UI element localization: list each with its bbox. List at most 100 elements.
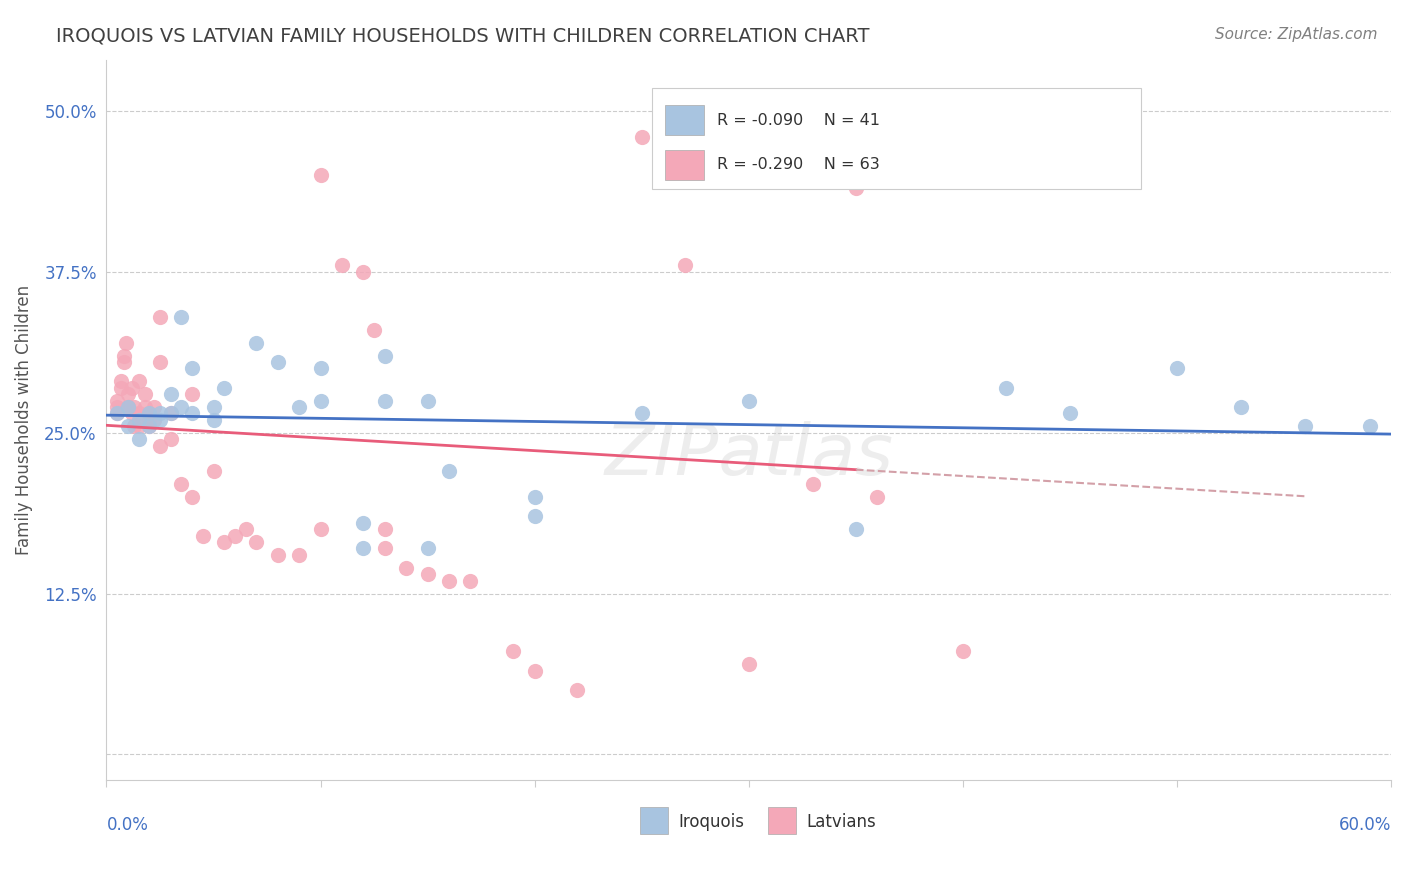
Point: [235, 522, 257, 536]
Point: [630, 129, 652, 144]
Point: [114, 335, 136, 350]
Point: [149, 406, 172, 420]
Point: [1294, 419, 1316, 434]
Point: [138, 419, 160, 434]
Point: [105, 393, 128, 408]
Point: [170, 477, 193, 491]
Point: [105, 406, 128, 420]
Point: [138, 419, 160, 434]
Point: [1230, 400, 1253, 414]
Point: [309, 522, 332, 536]
Point: [170, 400, 193, 414]
Point: [110, 374, 132, 388]
Point: [288, 548, 311, 562]
Point: [374, 349, 396, 363]
Text: R = -0.090    N = 41: R = -0.090 N = 41: [717, 112, 880, 128]
Point: [181, 406, 204, 420]
Point: [523, 490, 546, 504]
Point: [159, 406, 181, 420]
FancyBboxPatch shape: [665, 150, 704, 180]
Point: [159, 387, 181, 401]
Point: [759, 39, 782, 54]
Point: [134, 400, 156, 414]
Point: [128, 413, 150, 427]
Text: ZIPatlas: ZIPatlas: [605, 421, 893, 491]
Point: [138, 413, 160, 427]
Text: Latvians: Latvians: [807, 813, 876, 830]
Point: [352, 541, 374, 556]
Point: [630, 406, 652, 420]
Point: [142, 400, 165, 414]
Point: [128, 419, 150, 434]
Point: [124, 400, 146, 414]
Point: [112, 349, 135, 363]
Point: [149, 355, 172, 369]
Point: [117, 400, 139, 414]
Point: [202, 400, 225, 414]
Point: [673, 259, 696, 273]
Point: [374, 393, 396, 408]
Point: [245, 535, 267, 549]
Point: [363, 323, 385, 337]
Point: [502, 644, 524, 658]
Point: [416, 567, 439, 582]
Text: Iroquois: Iroquois: [678, 813, 744, 830]
Point: [352, 516, 374, 530]
Point: [845, 522, 868, 536]
Point: [738, 657, 761, 672]
Point: [112, 355, 135, 369]
Point: [437, 574, 460, 588]
Point: [224, 528, 246, 542]
Text: 60.0%: 60.0%: [1339, 816, 1391, 834]
FancyBboxPatch shape: [652, 88, 1140, 189]
Point: [416, 393, 439, 408]
Point: [416, 541, 439, 556]
Point: [149, 439, 172, 453]
Point: [866, 490, 889, 504]
FancyBboxPatch shape: [665, 105, 704, 136]
Point: [202, 413, 225, 427]
FancyBboxPatch shape: [640, 806, 668, 834]
Point: [738, 393, 761, 408]
Point: [181, 490, 204, 504]
FancyBboxPatch shape: [768, 806, 796, 834]
Point: [202, 464, 225, 478]
Point: [110, 381, 132, 395]
Point: [138, 406, 160, 420]
Point: [437, 464, 460, 478]
Point: [245, 335, 267, 350]
Point: [395, 561, 418, 575]
Point: [952, 644, 974, 658]
Point: [330, 259, 353, 273]
Point: [121, 406, 143, 420]
Point: [267, 548, 290, 562]
Point: [523, 664, 546, 678]
Point: [105, 406, 128, 420]
Y-axis label: Family Households with Children: Family Households with Children: [15, 285, 32, 555]
Point: [267, 355, 290, 369]
Point: [523, 509, 546, 524]
Point: [170, 310, 193, 324]
Point: [159, 406, 181, 420]
Point: [212, 535, 235, 549]
Point: [134, 387, 156, 401]
Point: [181, 361, 204, 376]
Point: [374, 541, 396, 556]
Point: [309, 361, 332, 376]
Point: [994, 381, 1017, 395]
Point: [567, 683, 589, 698]
Point: [149, 310, 172, 324]
Point: [128, 432, 150, 446]
Point: [105, 400, 128, 414]
Point: [352, 265, 374, 279]
Point: [212, 381, 235, 395]
Point: [191, 528, 214, 542]
Point: [309, 393, 332, 408]
Point: [159, 432, 181, 446]
Point: [117, 400, 139, 414]
Point: [142, 413, 165, 427]
Point: [117, 400, 139, 414]
Point: [117, 419, 139, 434]
Point: [121, 381, 143, 395]
Text: 0.0%: 0.0%: [107, 816, 149, 834]
